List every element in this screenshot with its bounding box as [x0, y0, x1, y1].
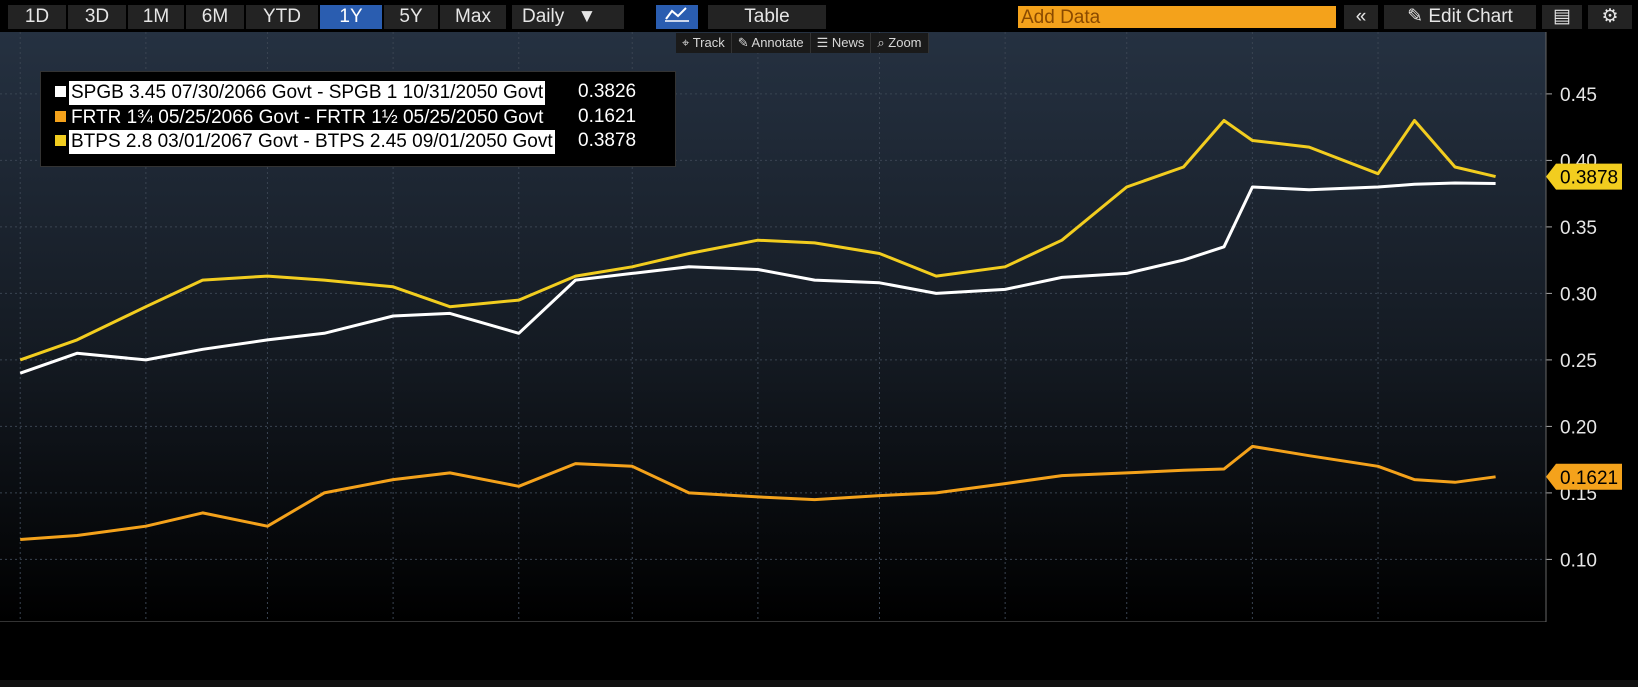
edit-chart-button[interactable]: ✎ Edit Chart [1384, 5, 1536, 29]
news-button[interactable]: ☰ News [811, 33, 872, 53]
y-tick-label: 0.30 [1560, 284, 1597, 305]
y-tick-label: 0.45 [1560, 85, 1597, 106]
gear-icon[interactable]: ⚙ [1588, 5, 1632, 29]
range-button-3d[interactable]: 3D [68, 5, 126, 29]
collapse-icon[interactable]: « [1344, 5, 1378, 29]
chevron-down-icon: ▼ [577, 6, 597, 27]
line-chart-view-button[interactable] [656, 5, 698, 29]
range-button-5y[interactable]: 5Y [384, 5, 438, 29]
legend-swatch [55, 111, 66, 122]
range-button-1d[interactable]: 1D [8, 5, 66, 29]
frequency-label: Daily [522, 6, 565, 27]
add-data-input[interactable]: Add Data [1018, 6, 1336, 28]
series-line-2 [20, 444, 1496, 541]
y-tick-label: 0.20 [1560, 417, 1597, 438]
chart-settings-icon[interactable]: ▤ [1542, 5, 1582, 29]
table-view-button[interactable]: Table [708, 5, 826, 29]
legend-value: 0.3826 [578, 81, 637, 102]
range-button-ytd[interactable]: YTD [246, 5, 318, 29]
chart-toolbar: 1D 3D 1M 6M YTD 1Y 5Y Max Daily ▼ Table Add Dat… [0, 0, 1638, 32]
annotate-label: Annotate [751, 35, 804, 50]
legend-label: BTPS 2.8 03/01/2067 Govt - BTPS 2.45 09/… [69, 130, 555, 154]
line-chart-icon [665, 7, 689, 22]
range-button-6m[interactable]: 6M [186, 5, 244, 29]
last-value-label: 0.1621 [1560, 468, 1618, 489]
legend-value: 0.3878 [578, 130, 637, 151]
legend-swatch [55, 135, 66, 146]
last-value-badge [1546, 463, 1622, 490]
news-label: News [831, 35, 865, 50]
edit-chart-label: Edit Chart [1428, 6, 1513, 27]
pencil-icon: ✎ [1407, 6, 1424, 27]
annotate-button[interactable]: ✎ Annotate [732, 33, 811, 53]
legend-label: FRTR 1¾ 05/25/2066 Govt - FRTR 1½ 05/25/… [71, 107, 544, 128]
track-button[interactable]: ⌖ Track [676, 33, 732, 53]
series-line-1 [19, 181, 1496, 375]
zoom-button[interactable]: ⌕ Zoom [871, 33, 929, 53]
legend-item[interactable]: FRTR 1¾ 05/25/2066 Govt - FRTR 1½ 05/25/… [55, 106, 545, 130]
y-tick-label: 0.25 [1560, 351, 1597, 372]
range-button-max[interactable]: Max [440, 5, 506, 29]
frequency-dropdown[interactable]: Daily ▼ [512, 5, 624, 29]
series-line-3 [19, 119, 1496, 362]
range-button-1m[interactable]: 1M [128, 5, 184, 29]
legend-label: SPGB 3.45 07/30/2066 Govt - SPGB 1 10/31… [69, 81, 546, 105]
y-tick-label: 0.35 [1560, 218, 1597, 239]
last-value-label: 0.3878 [1560, 168, 1618, 189]
legend-item[interactable]: SPGB 3.45 07/30/2066 Govt - SPGB 1 10/31… [55, 81, 546, 105]
chart-legend: SPGB 3.45 07/30/2066 Govt - SPGB 1 10/31… [40, 71, 676, 167]
chart-svg: 0.100.150.200.250.300.350.400.45OctNovDe… [0, 32, 1622, 622]
bottom-bar [0, 680, 1638, 687]
last-value-badge [1546, 163, 1622, 190]
track-label: Track [692, 35, 725, 50]
legend-value: 0.1621 [578, 106, 637, 127]
legend-item[interactable]: BTPS 2.8 03/01/2067 Govt - BTPS 2.45 09/… [55, 130, 555, 154]
range-button-1y[interactable]: 1Y [320, 5, 382, 29]
chart-subtools: ⌖ Track ✎ Annotate ☰ News ⌕ Zoom [676, 33, 929, 53]
zoom-label: Zoom [888, 35, 922, 50]
legend-swatch [55, 86, 66, 97]
y-tick-label: 0.10 [1560, 550, 1597, 571]
